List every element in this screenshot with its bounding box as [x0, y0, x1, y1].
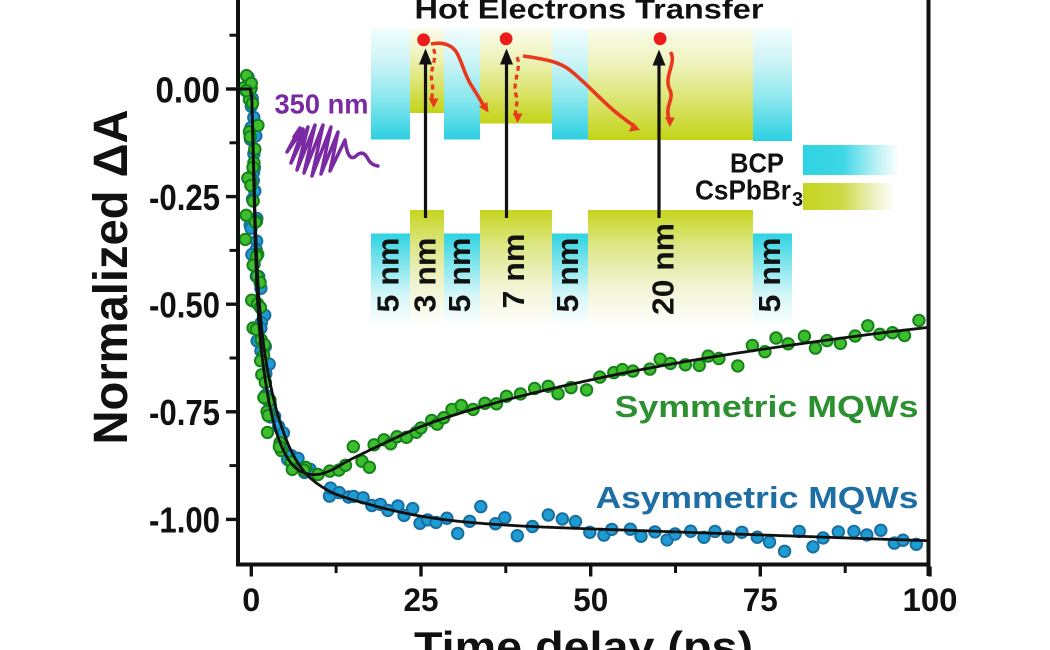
svg-text:-1.00: -1.00 [149, 500, 220, 541]
svg-text:100: 100 [903, 582, 958, 618]
svg-text:-0.25: -0.25 [149, 177, 220, 218]
svg-text:3 nm: 3 nm [408, 238, 443, 313]
svg-text:3: 3 [792, 189, 803, 211]
svg-text:Time delay (ps): Time delay (ps) [414, 623, 753, 650]
svg-text:50: 50 [573, 582, 608, 618]
svg-text:BCP: BCP [730, 148, 784, 179]
svg-text:0.00: 0.00 [156, 69, 221, 110]
svg-text:0: 0 [242, 582, 260, 618]
svg-text:-0.75: -0.75 [149, 392, 220, 433]
svg-text:350 nm: 350 nm [275, 89, 369, 120]
svg-text:Normalized ΔA: Normalized ΔA [85, 110, 138, 445]
svg-text:25: 25 [404, 582, 439, 618]
svg-text:7 nm: 7 nm [496, 234, 531, 309]
svg-text:5 nm: 5 nm [550, 238, 585, 313]
svg-text:Hot Electrons Transfer: Hot Electrons Transfer [415, 0, 764, 25]
svg-text:20 nm: 20 nm [646, 223, 681, 315]
svg-text:5 nm: 5 nm [371, 238, 406, 313]
svg-text:5 nm: 5 nm [752, 238, 787, 313]
svg-text:Symmetric MQWs: Symmetric MQWs [615, 389, 919, 424]
svg-text:-0.50: -0.50 [149, 285, 220, 326]
svg-text:CsPbBr: CsPbBr [695, 175, 791, 206]
svg-text:Asymmetric MQWs: Asymmetric MQWs [596, 480, 919, 515]
svg-text:5 nm: 5 nm [442, 238, 477, 313]
svg-text:75: 75 [743, 582, 778, 618]
